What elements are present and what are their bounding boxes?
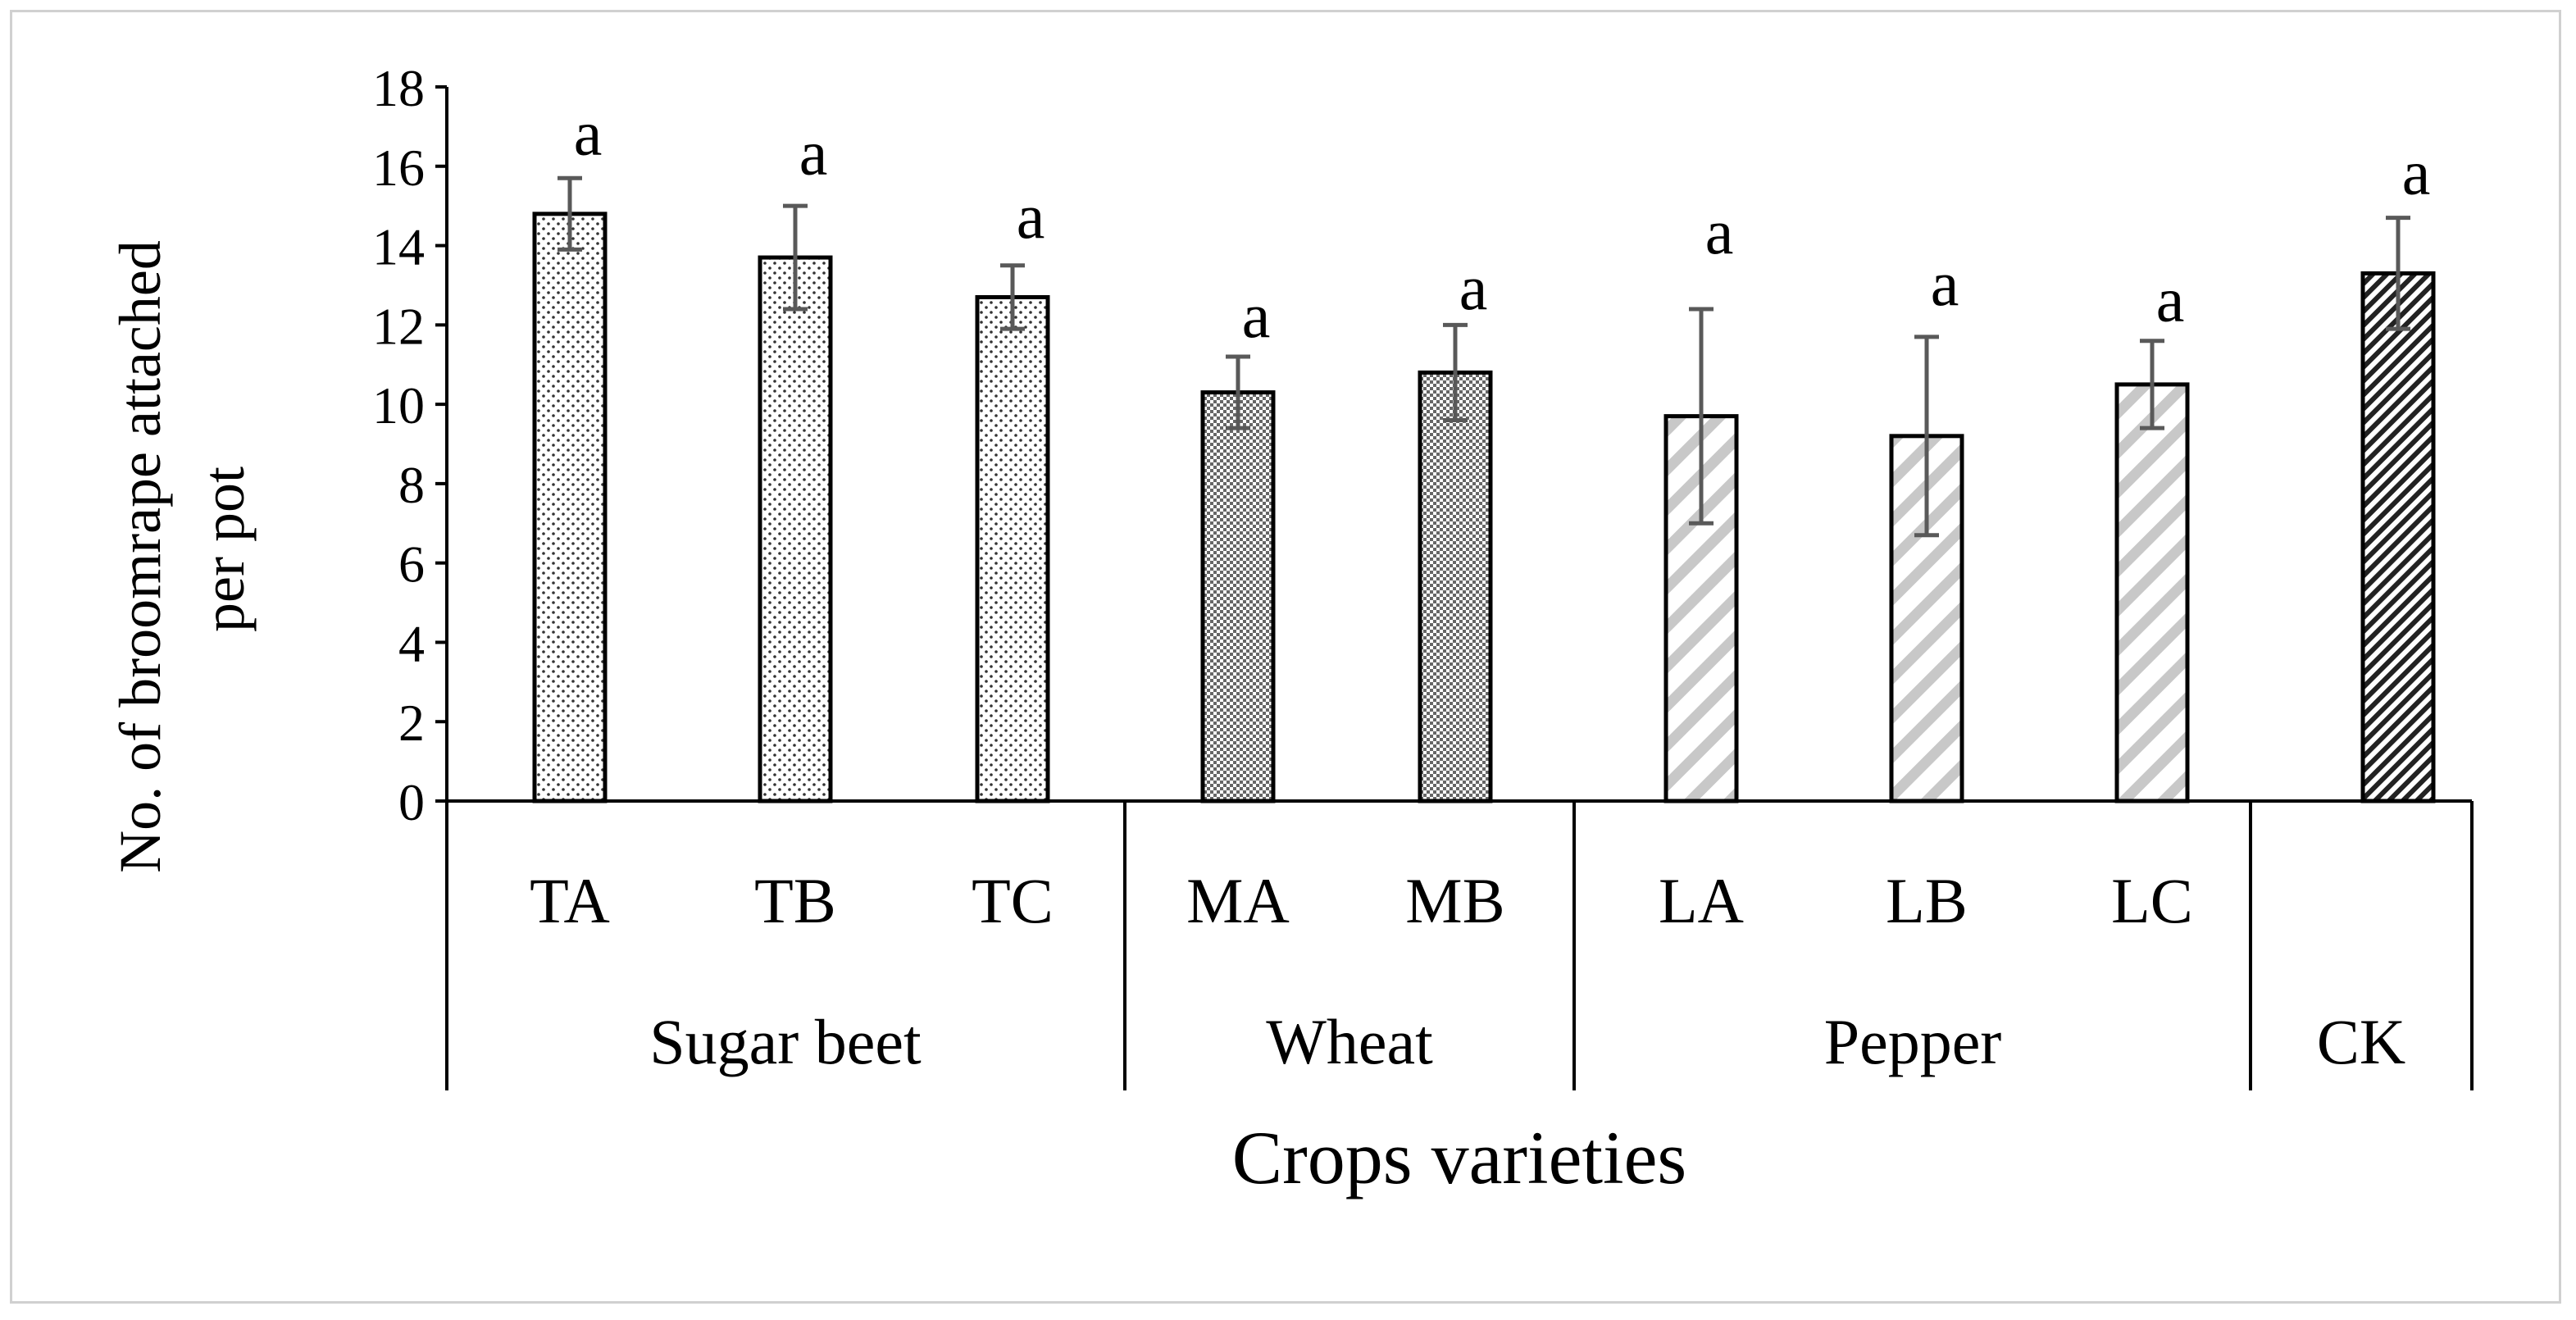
- y-tick-label: 4: [398, 614, 425, 672]
- y-tick-label: 8: [398, 456, 425, 514]
- x-axis-label: Crops varieties: [1232, 1116, 1686, 1199]
- bar-ck: [2360, 271, 2436, 803]
- y-tick-label: 14: [372, 218, 425, 276]
- y-tick-label: 2: [398, 694, 425, 752]
- category-label-tc: TC: [972, 865, 1054, 936]
- bar-ma: [1200, 390, 1276, 803]
- significance-label-ma: a: [1242, 280, 1271, 351]
- category-label-ma: MA: [1186, 865, 1290, 936]
- y-tick-label: 10: [372, 376, 425, 435]
- significance-label-mb: a: [1459, 252, 1488, 323]
- y-tick-label: 18: [372, 59, 425, 117]
- error-bar-ma: [1226, 354, 1250, 430]
- significance-label-lc: a: [2156, 263, 2185, 335]
- group-label-sugar-beet: Sugar beet: [649, 1006, 922, 1077]
- bar-tb: [758, 255, 833, 803]
- significance-label-lb: a: [1931, 248, 1959, 319]
- category-label-lb: LB: [1886, 865, 1968, 936]
- error-bar-lc: [2140, 339, 2164, 430]
- bar-mb: [1418, 370, 1493, 803]
- significance-label-tb: a: [799, 116, 828, 188]
- group-label-ck: CK: [2317, 1006, 2405, 1077]
- category-label-la: LA: [1659, 865, 1744, 936]
- error-bar-la: [1689, 307, 1714, 526]
- error-bar-mb: [1443, 322, 1468, 422]
- category-label-tb: TB: [754, 865, 836, 936]
- y-axis-label-line-2: per pot: [191, 467, 257, 632]
- category-label-lc: LC: [2111, 865, 2193, 936]
- bar-lc: [2114, 382, 2190, 803]
- y-tick-label: 12: [372, 297, 425, 355]
- y-tick-label: 16: [372, 139, 425, 197]
- error-bar-ck: [2386, 216, 2410, 331]
- significance-label-tc: a: [1017, 180, 1045, 252]
- error-bar-lb: [1914, 335, 1939, 538]
- y-axis-label: No. of broomrape attached per pot: [107, 225, 257, 873]
- category-label-mb: MB: [1405, 865, 1504, 936]
- category-label-ta: TA: [530, 865, 610, 936]
- significance-label-ck: a: [2402, 137, 2431, 208]
- bar-ta: [532, 212, 608, 803]
- error-bar-ta: [558, 175, 582, 252]
- significance-label-ta: a: [574, 97, 603, 168]
- y-tick-label: 6: [398, 535, 425, 594]
- y-axis-label-line-1: No. of broomrape attached: [107, 240, 173, 873]
- group-label-wheat: Wheat: [1266, 1006, 1433, 1077]
- significance-label-la: a: [1705, 196, 1734, 267]
- bar-tc: [975, 294, 1050, 803]
- error-bar-tc: [1000, 263, 1025, 331]
- error-bar-tb: [783, 203, 808, 312]
- y-tick-label: 0: [398, 773, 425, 831]
- group-label-pepper: Pepper: [1824, 1006, 2002, 1077]
